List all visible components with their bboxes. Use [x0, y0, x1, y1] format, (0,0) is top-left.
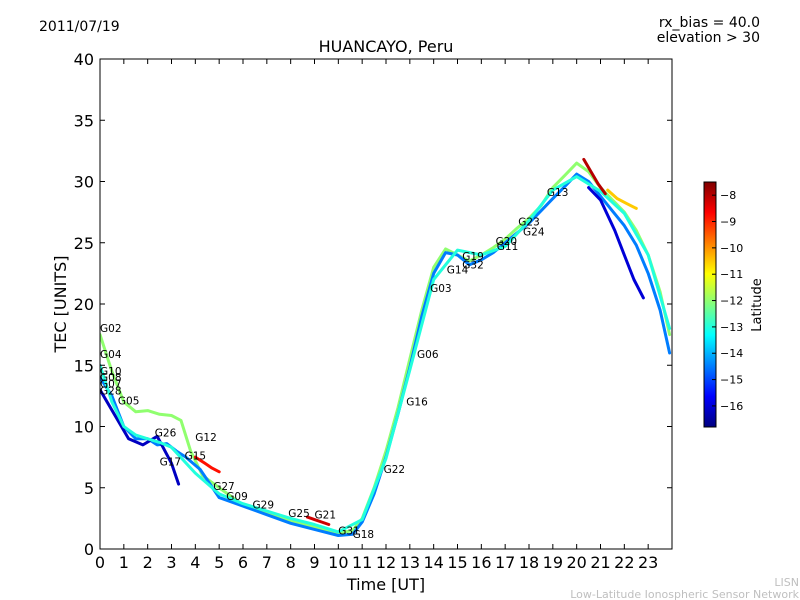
satellite-label-G20: G20 — [496, 236, 517, 248]
colorbar-tick-label: −8 — [720, 189, 736, 202]
y-tick-label: 15 — [74, 356, 94, 375]
x-tick-label: 9 — [309, 553, 319, 572]
plot-area — [100, 59, 672, 549]
series-curve-S6 — [582, 157, 607, 196]
series-curve-S7 — [606, 188, 638, 210]
watermark-network: Low-Latitude Ionospheric Sensor Network — [570, 588, 799, 600]
satellite-label-G04: G04 — [100, 349, 122, 361]
satellite-label-G29: G29 — [253, 500, 275, 512]
x-tick-label: 13 — [400, 553, 420, 572]
y-tick-label: 35 — [74, 111, 94, 130]
colorbar-tick-label: −9 — [720, 216, 736, 229]
satellite-label-G02: G02 — [100, 323, 122, 335]
x-tick-label: 14 — [423, 553, 443, 572]
satellite-label-G31: G31 — [338, 525, 360, 537]
y-tick-label: 20 — [74, 295, 94, 314]
x-tick-label: 23 — [638, 553, 658, 572]
colorbar-tick-label: −11 — [720, 268, 743, 281]
satellite-label-G18: G18 — [353, 529, 375, 541]
satellite-label-G16: G16 — [406, 397, 428, 409]
x-tick-label: 16 — [471, 553, 491, 572]
x-tick-label: 5 — [214, 553, 224, 572]
x-tick-label: 0 — [95, 553, 105, 572]
x-tick-label: 20 — [566, 553, 586, 572]
x-tick-label: 17 — [495, 553, 515, 572]
colorbar-tick-label: −15 — [720, 374, 743, 387]
satellite-label-G07: G07 — [100, 378, 122, 390]
series-curve-S1 — [100, 161, 672, 535]
satellite-label-G15: G15 — [185, 451, 207, 463]
satellite-label-G12: G12 — [195, 432, 217, 444]
colorbar-tick-label: −16 — [720, 400, 743, 413]
colorbar-tick-label: −10 — [720, 242, 743, 255]
colorbar-tick-label: −14 — [720, 347, 743, 360]
satellite-label-G22: G22 — [384, 464, 406, 476]
series-curve-S8 — [587, 186, 645, 300]
y-tick-label: 5 — [84, 479, 94, 498]
satellite-label-G19: G19 — [462, 251, 484, 263]
x-tick-label: 19 — [543, 553, 563, 572]
colorbar-ticks: −8 −9 −10 −11 −12 −13 −14 −15 −16 — [712, 189, 743, 413]
satellite-label-G08: G08 — [100, 372, 122, 384]
colorbar-tick-label: −12 — [720, 295, 743, 308]
series-curve-S9 — [193, 455, 221, 474]
satellite-label-G06: G06 — [417, 349, 439, 361]
satellite-label-G05: G05 — [118, 395, 139, 407]
chart-title: HUANCAYO, Peru — [319, 37, 454, 56]
x-axis-label: Time [UT] — [346, 575, 425, 594]
y-tick-label: 0 — [84, 540, 94, 559]
x-tick-label: 12 — [376, 553, 396, 572]
satellite-label-G10: G10 — [100, 366, 122, 378]
x-tick-label: 6 — [238, 553, 248, 572]
x-tick-label: 2 — [143, 553, 153, 572]
satellite-label-G28: G28 — [100, 386, 122, 398]
satellite-label-G14: G14 — [447, 264, 469, 276]
y-tick-label: 40 — [74, 50, 94, 69]
y-axis-ticks: 0 5 10 15 20 25 30 35 40 — [74, 50, 672, 559]
x-tick-label: 11 — [352, 553, 372, 572]
satellite-label-G25: G25 — [288, 508, 310, 520]
satellite-label-G13: G13 — [547, 187, 569, 199]
y-tick-label: 30 — [74, 173, 94, 192]
y-tick-label: 10 — [74, 418, 94, 437]
x-tick-label: 1 — [119, 553, 129, 572]
series-curve-S3 — [100, 388, 181, 486]
x-tick-label: 18 — [519, 553, 539, 572]
satellite-label-G24: G24 — [523, 226, 545, 238]
satellite-label-G21: G21 — [315, 509, 337, 521]
satellite-label-G32: G32 — [462, 260, 484, 272]
x-tick-label: 7 — [262, 553, 272, 572]
series-layer — [100, 157, 672, 537]
satellite-label-G27: G27 — [213, 481, 235, 493]
series-curve-S4 — [100, 175, 672, 534]
date-label: 2011/07/19 — [39, 19, 120, 35]
x-tick-label: 8 — [286, 553, 296, 572]
x-tick-label: 22 — [614, 553, 634, 572]
x-tick-label: 21 — [590, 553, 610, 572]
colorbar — [703, 181, 717, 428]
satellite-label-G09: G09 — [226, 491, 248, 503]
rx-bias-label: rx_bias = 40.0 — [659, 15, 760, 31]
satellite-label-G03: G03 — [430, 283, 452, 295]
x-axis-ticks: 0 1 2 3 4 5 6 7 8 9 10 11 12 13 14 15 16 17 18 19 20 21 22 23 — [95, 59, 658, 572]
colorbar-tick-label: −13 — [720, 321, 743, 334]
y-tick-label: 25 — [74, 234, 94, 253]
elevation-label: elevation > 30 — [657, 30, 760, 46]
x-tick-label: 10 — [328, 553, 348, 572]
x-tick-label: 4 — [190, 553, 200, 572]
satellite-label-G23: G23 — [518, 217, 540, 229]
series-curve-S5 — [305, 515, 331, 526]
satellite-label-G26: G26 — [155, 427, 177, 439]
watermark-brand: LISN — [774, 576, 799, 589]
satellite-label-G11: G11 — [497, 241, 519, 253]
y-axis-label: TEC [UNITS] — [51, 256, 70, 354]
x-tick-label: 15 — [447, 553, 467, 572]
colorbar-label: Latitude — [750, 278, 765, 332]
satellite-label-G17: G17 — [160, 457, 182, 469]
x-tick-label: 3 — [166, 553, 176, 572]
